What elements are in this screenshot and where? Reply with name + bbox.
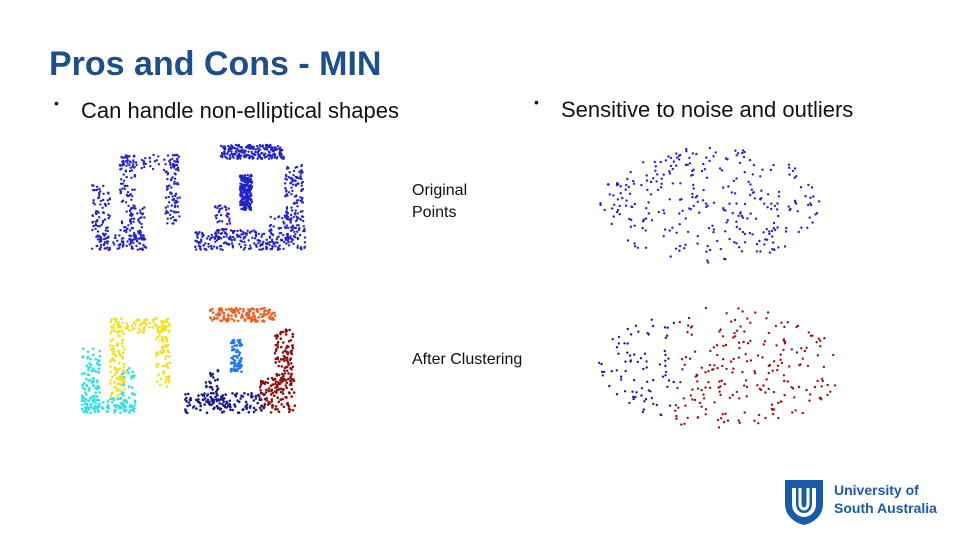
right-bullet-text: Sensitive to noise and outliers [561, 97, 854, 122]
unisa-crest-icon [785, 480, 823, 525]
left-bullet-text: Can handle non-elliptical shapes [81, 98, 399, 123]
page-title: Pros and Cons - MIN [49, 45, 382, 83]
clustered-noise-plot [598, 306, 837, 429]
original-shapes-plot [90, 143, 307, 252]
left-bullet: • Can handle non-elliptical shapes [54, 95, 399, 124]
bullet-dot-icon: • [534, 94, 539, 110]
right-bullet: • Sensitive to noise and outliers [534, 94, 854, 123]
clustered-shapes-plot [80, 306, 297, 415]
bullet-dot-icon: • [54, 95, 59, 111]
original-points-label: Original Points [412, 182, 468, 221]
original-noise-plot [599, 146, 821, 264]
university-logo: University of South Australia [783, 478, 943, 528]
logo-text: University of South Australia [834, 482, 937, 516]
after-clustering-label: After Clustering [412, 351, 523, 368]
